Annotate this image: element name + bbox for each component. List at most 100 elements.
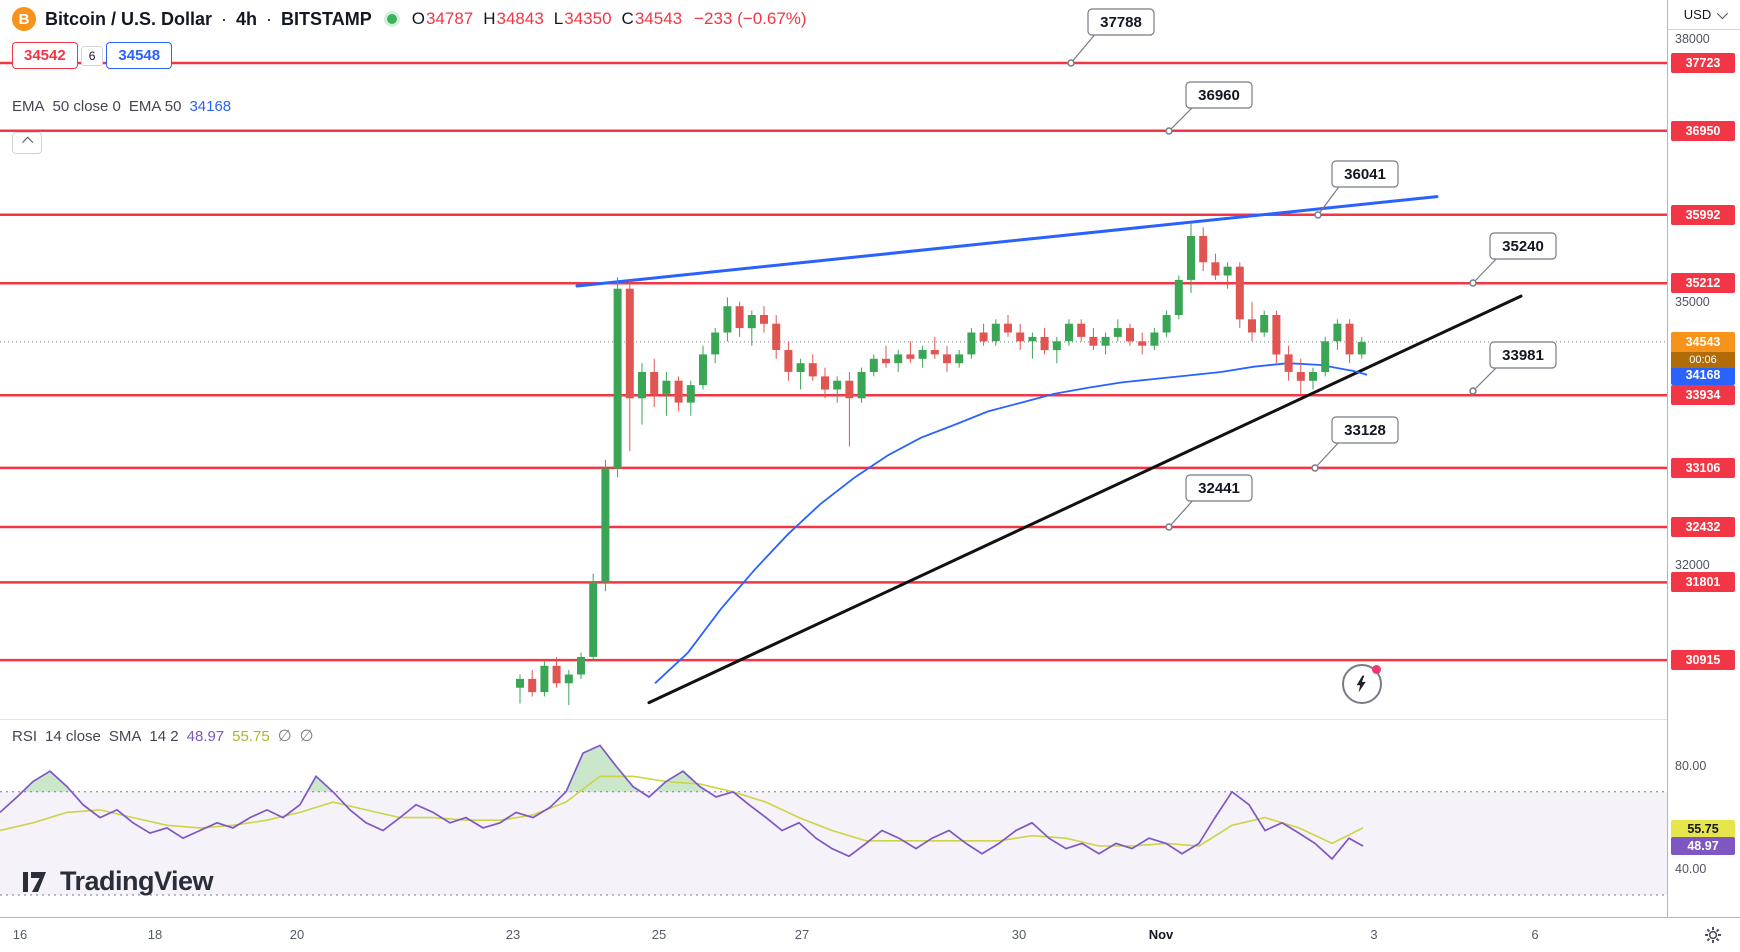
candle-body: [1357, 341, 1366, 355]
candle-body: [1089, 336, 1098, 346]
ema-params: 50 close 0: [52, 98, 121, 115]
time-axis[interactable]: 16 18 20 23 25 27 30 Nov 3 6: [0, 917, 1740, 952]
candle-body: [1150, 332, 1159, 346]
rsi-axis-label-80.00[interactable]: 80.00: [1675, 759, 1707, 773]
candle-body: [943, 354, 951, 364]
price-callout-36960[interactable]: 36960: [1165, 81, 1253, 135]
price-scale-currency-menu[interactable]: USD: [1668, 0, 1740, 30]
svg-text:36960: 36960: [1198, 87, 1240, 104]
time-axis-label-27[interactable]: 27: [794, 927, 810, 942]
price-callout-32441[interactable]: 32441: [1165, 474, 1253, 531]
interval-label[interactable]: 4h: [236, 8, 258, 29]
high-label: H: [483, 9, 496, 28]
ema-legend[interactable]: EMA 50 close 0 EMA 50 34168: [12, 98, 231, 115]
market-status-dot[interactable]: [386, 14, 397, 24]
buy-button[interactable]: 34548: [106, 42, 173, 69]
price-callout-33981[interactable]: 33981: [1469, 341, 1557, 395]
time-axis-label-Nov[interactable]: Nov: [1148, 927, 1174, 942]
candle-body: [1113, 328, 1122, 337]
exchange-label[interactable]: BITSTAMP: [281, 8, 372, 29]
logo-text: TradingView: [60, 866, 214, 896]
level-price-badge-35212[interactable]: 35212: [1671, 273, 1735, 294]
candle-body: [1345, 323, 1354, 355]
rsi-pane[interactable]: [0, 719, 1667, 917]
price-chart[interactable]: 37788 36960 36041 35240 33981 33128 32441: [0, 0, 1667, 719]
collapse-indicator-button[interactable]: [12, 132, 42, 154]
current-price-badge[interactable]: 34543 00:06: [1671, 331, 1735, 368]
candle-body: [930, 350, 939, 355]
rsi-sma-value-badge[interactable]: 55.75: [1671, 819, 1735, 838]
change-value: −233 (−0.67%): [694, 9, 807, 28]
tradingview-logo[interactable]: TradingView: [20, 866, 214, 897]
candle-body: [1101, 336, 1110, 346]
tradingview-mark-icon: [23, 871, 46, 892]
candle-body: [772, 323, 781, 350]
price-axis-label-38000[interactable]: 38000: [1675, 31, 1710, 46]
close-value: 34543: [634, 9, 683, 28]
ascending-resistance-trendline[interactable]: [575, 195, 1439, 288]
time-axis-label-6[interactable]: 6: [1531, 927, 1539, 942]
chevron-up-icon: [22, 136, 34, 148]
candle-body: [991, 323, 1000, 342]
time-axis-label-3[interactable]: 3: [1370, 927, 1378, 942]
time-axis-label-25[interactable]: 25: [651, 927, 667, 942]
rsi-legend[interactable]: RSI 14 close SMA 14 2 48.97 55.75 ∅ ∅: [12, 726, 314, 746]
ema-50-line[interactable]: [654, 362, 1368, 684]
time-axis-label-16[interactable]: 16: [12, 927, 28, 942]
rsi-line[interactable]: [0, 744, 1364, 861]
sell-button[interactable]: 34542: [12, 42, 78, 69]
current-price-value: 34543: [1671, 331, 1735, 352]
price-callout-33128[interactable]: 33128: [1311, 416, 1399, 472]
price-callout-36041[interactable]: 36041: [1314, 160, 1399, 219]
candle-body: [894, 354, 903, 364]
level-price-badge-35992[interactable]: 35992: [1671, 204, 1735, 225]
candle-body: [1040, 336, 1049, 351]
candle-body: [1174, 279, 1183, 315]
ema-series-label: EMA 50: [128, 98, 182, 115]
candle-body: [699, 354, 707, 386]
ema-current-value: 34168: [189, 98, 232, 115]
candle-body: [1028, 336, 1037, 342]
candle-body: [1077, 323, 1086, 337]
candle-body: [1333, 323, 1342, 342]
time-axis-label-18[interactable]: 18: [147, 927, 163, 942]
candle-body: [1284, 354, 1293, 372]
rsi-rsi-value-badge[interactable]: 48.97: [1671, 837, 1735, 856]
time-axis-label-30[interactable]: 30: [1011, 927, 1027, 942]
level-price-badge-33106[interactable]: 33106: [1671, 457, 1735, 478]
time-axis-label-23[interactable]: 23: [505, 927, 521, 942]
spread-value: 6: [80, 45, 104, 66]
level-price-badge-31801[interactable]: 31801: [1671, 572, 1735, 593]
level-price-badge-33934[interactable]: 33934: [1671, 385, 1735, 406]
low-value: 34350: [564, 9, 612, 28]
ascending-support-trendline[interactable]: [647, 294, 1523, 705]
boost-button[interactable]: [1342, 664, 1382, 704]
candle-body: [1126, 328, 1134, 342]
level-price-badge-36950[interactable]: 36950: [1671, 120, 1735, 141]
ohlc-values: O34787 H34843 L34350 C34543 −233 (−0.67%…: [412, 9, 807, 29]
level-price-badge-32432[interactable]: 32432: [1671, 517, 1735, 538]
candle-body: [760, 315, 768, 324]
rsi-axis-label-40.00[interactable]: 40.00: [1675, 862, 1707, 877]
candle-body: [955, 354, 964, 364]
price-axis-label-32000[interactable]: 32000: [1675, 557, 1710, 572]
level-price-badge-37723[interactable]: 37723: [1671, 53, 1735, 73]
price-axis[interactable]: USD 38000 35000 32000 37723 36950 35992 35212 3…: [1667, 0, 1740, 952]
level-price-badge-30915[interactable]: 30915: [1671, 650, 1735, 671]
price-callout-35240[interactable]: 35240: [1469, 232, 1557, 287]
candle-body: [540, 665, 549, 693]
pane-separator[interactable]: [0, 719, 1740, 720]
candle-body: [845, 380, 854, 399]
candle-body: [1260, 315, 1269, 333]
candle-body: [906, 354, 915, 359]
price-axis-label-35000[interactable]: 35000: [1675, 294, 1710, 309]
ema-value-badge[interactable]: 34168: [1671, 364, 1735, 385]
candle-body: [808, 363, 817, 377]
symbol-title[interactable]: Bitcoin / U.S. Dollar: [45, 8, 213, 29]
separator: ·: [266, 8, 273, 29]
time-axis-label-20[interactable]: 20: [289, 927, 305, 942]
gear-icon[interactable]: [1703, 925, 1723, 945]
bar-countdown: 00:06: [1671, 351, 1735, 368]
price-callout-37788[interactable]: 37788: [1067, 8, 1155, 67]
